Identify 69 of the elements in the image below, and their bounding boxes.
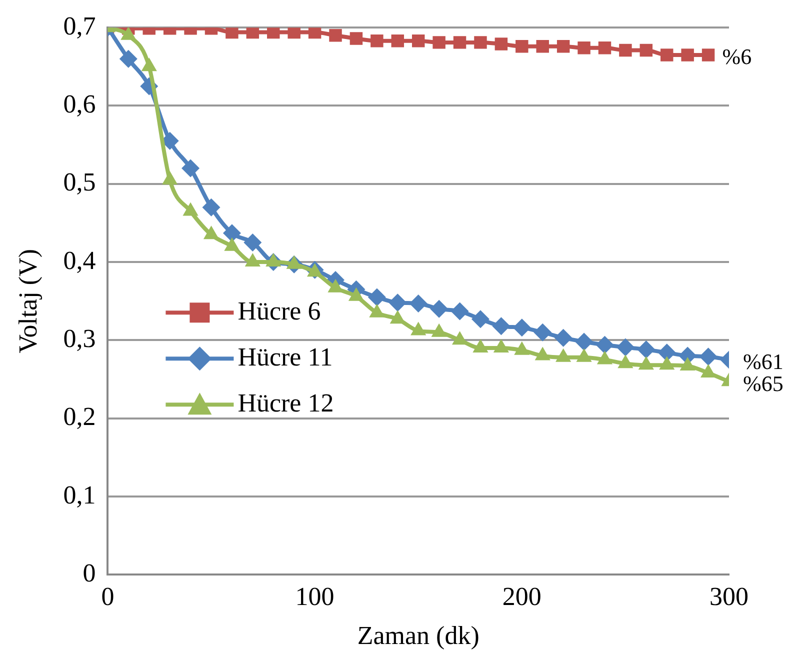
point	[534, 346, 550, 360]
point	[598, 42, 612, 54]
point	[244, 233, 262, 252]
y-tick-label: 0,3	[63, 324, 96, 353]
legend-label: Hücre 11	[238, 342, 333, 372]
point	[494, 38, 508, 50]
y-tick-label: 0,6	[63, 90, 96, 119]
y-tick-label: 0,4	[63, 246, 96, 275]
point	[702, 48, 715, 62]
point	[224, 237, 240, 251]
point	[410, 322, 426, 336]
point	[681, 48, 694, 62]
point	[660, 48, 674, 62]
point	[329, 29, 342, 42]
point	[493, 338, 509, 352]
point	[348, 287, 364, 301]
point	[391, 34, 404, 48]
point	[453, 36, 466, 49]
point	[288, 28, 300, 39]
point	[226, 28, 238, 39]
point	[618, 354, 634, 368]
point	[556, 348, 572, 362]
point	[182, 202, 198, 216]
x-tick-label: 300	[710, 582, 748, 612]
y-tick-label: 0,2	[63, 402, 96, 432]
point	[596, 350, 613, 364]
x-axis-title: Zaman (dk)	[357, 621, 480, 650]
x-tick-label: 200	[502, 582, 542, 612]
point	[514, 341, 530, 355]
point	[308, 28, 322, 39]
point	[202, 198, 220, 216]
point	[472, 338, 488, 352]
point	[576, 348, 592, 362]
point	[266, 253, 282, 267]
point	[659, 356, 675, 370]
y-tick-label: 0	[82, 558, 96, 588]
point	[350, 32, 363, 45]
point	[203, 226, 220, 240]
point	[286, 255, 302, 269]
x-tick-label: 100	[295, 582, 334, 612]
point	[119, 50, 138, 68]
point	[640, 44, 653, 57]
annotation: %6	[722, 44, 752, 69]
point	[412, 34, 425, 48]
point	[370, 34, 384, 48]
point	[556, 40, 570, 53]
point	[680, 356, 696, 370]
legend-label: Hücre 12	[238, 388, 334, 418]
y-tick-label: 0,7	[63, 11, 96, 40]
point	[390, 310, 406, 324]
legend-label: Hücre 6	[238, 296, 321, 326]
point	[267, 28, 280, 39]
point	[431, 323, 447, 337]
x-tick-label: 0	[101, 582, 114, 612]
point	[536, 40, 549, 53]
point	[619, 44, 632, 57]
point	[578, 42, 590, 54]
y-tick-label: 0,5	[63, 168, 96, 197]
point	[474, 36, 487, 49]
point	[638, 356, 654, 370]
point	[182, 159, 200, 178]
y-axis-title: Voltaj (V)	[13, 248, 42, 354]
point	[432, 36, 446, 49]
point	[246, 28, 260, 39]
point	[369, 304, 385, 318]
point	[516, 40, 528, 53]
y-tick-label: 0,1	[63, 480, 96, 510]
point	[222, 224, 241, 242]
point	[244, 253, 260, 267]
